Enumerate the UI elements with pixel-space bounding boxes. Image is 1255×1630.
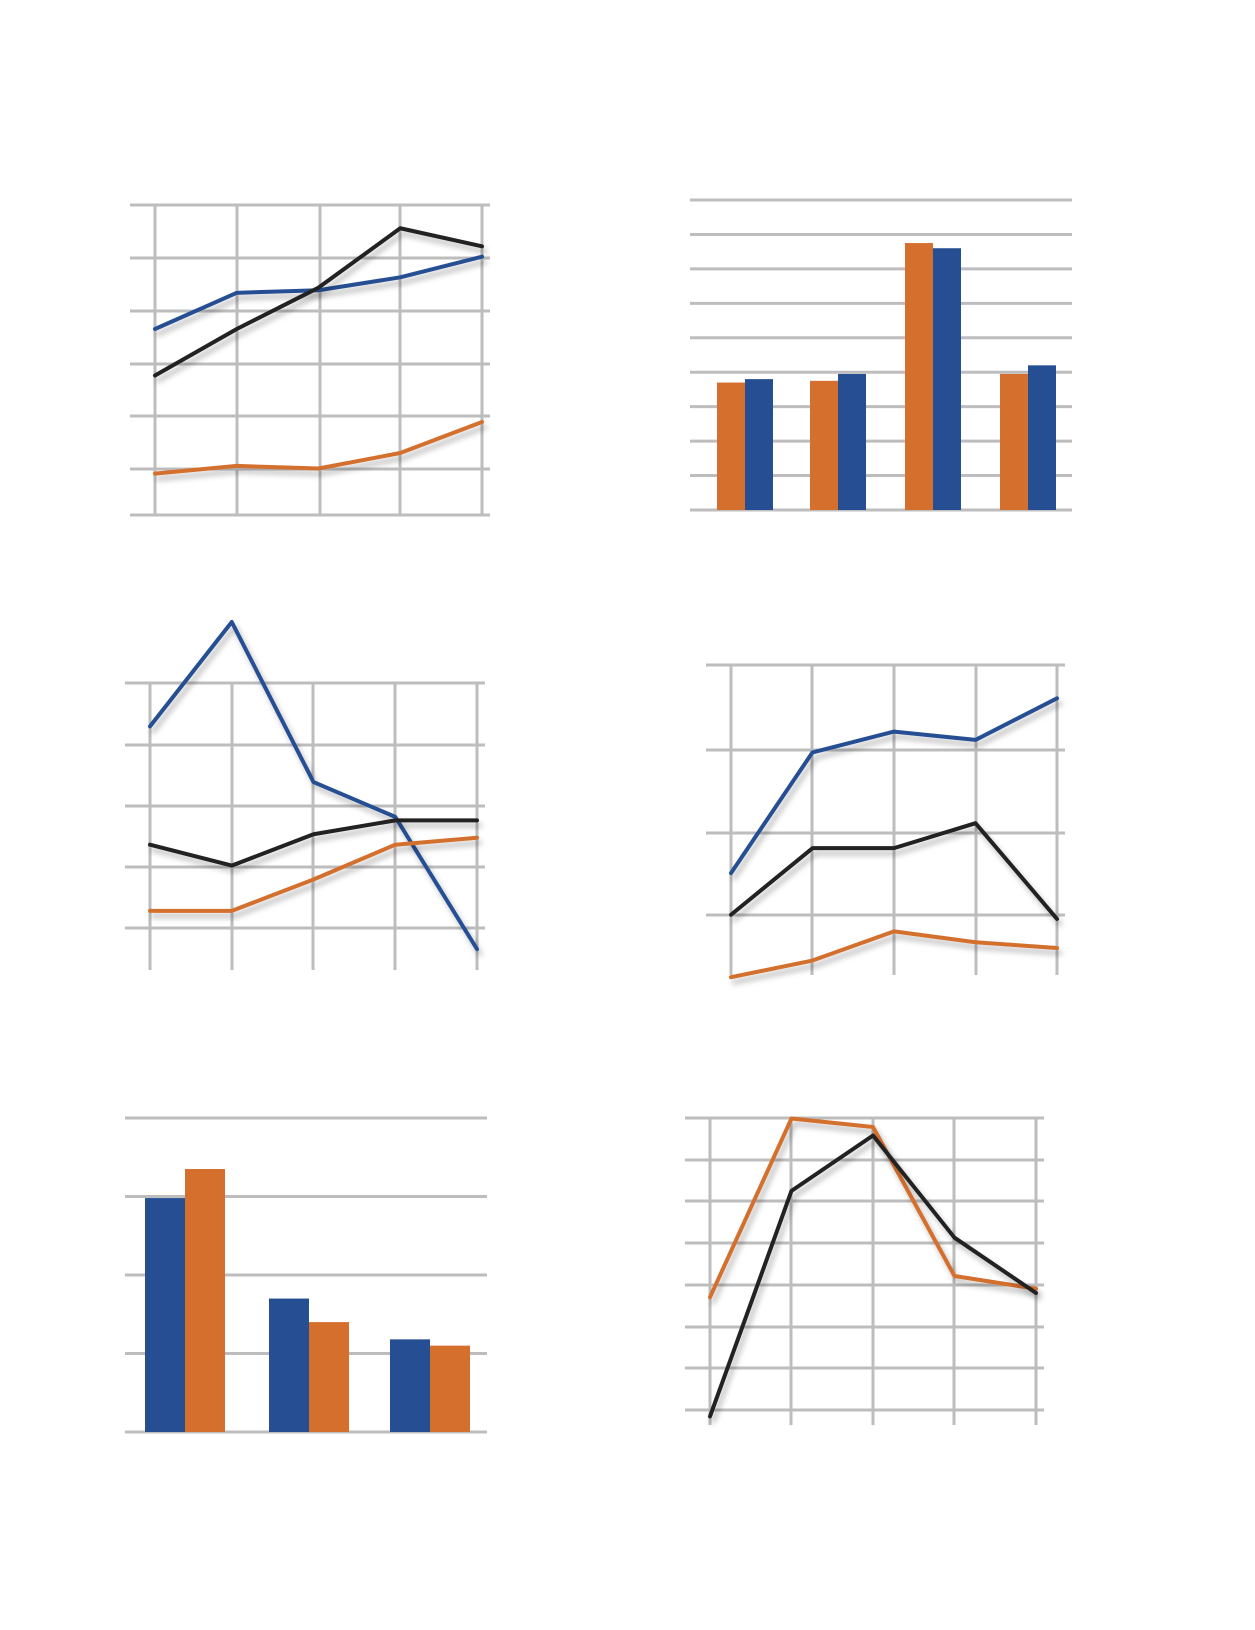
bar (745, 379, 773, 510)
bar (1028, 365, 1056, 510)
series-line (148, 818, 479, 868)
bar (838, 373, 866, 510)
grid-lines (685, 1116, 1044, 1425)
series-line (729, 821, 1059, 921)
bar (185, 1169, 225, 1432)
series-line (708, 1133, 1038, 1419)
bar (717, 382, 745, 510)
series-line (708, 1116, 1038, 1300)
grid-lines (125, 681, 485, 970)
bar (810, 380, 838, 510)
series-line (148, 835, 479, 913)
bar (390, 1339, 430, 1432)
bar (933, 248, 961, 510)
grid-lines (706, 663, 1065, 975)
bar (145, 1198, 185, 1432)
series-line (148, 620, 479, 952)
series-line (729, 696, 1059, 876)
bar (1000, 373, 1028, 510)
bar (905, 243, 933, 511)
series-line (153, 226, 484, 378)
series-line (153, 254, 484, 331)
bar (269, 1298, 309, 1432)
bar (309, 1322, 349, 1432)
series-line (153, 420, 484, 476)
bar (430, 1345, 470, 1432)
series-line (729, 929, 1059, 980)
